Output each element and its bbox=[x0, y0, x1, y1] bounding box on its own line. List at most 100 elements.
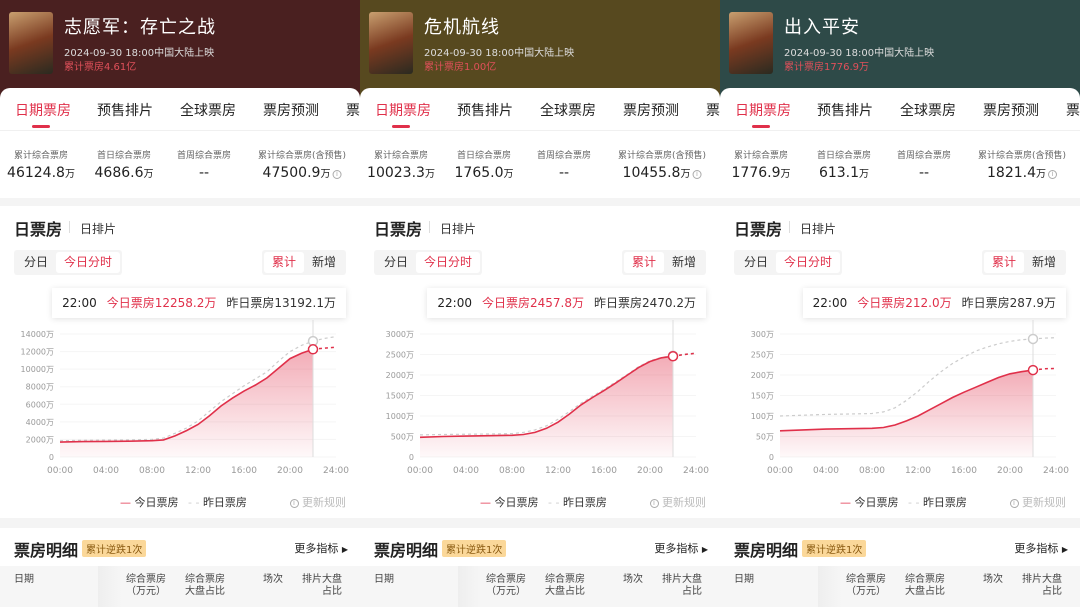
col-share[interactable]: 综合票房 大盘占比 bbox=[545, 574, 585, 598]
movie-poster[interactable] bbox=[369, 12, 413, 74]
active-tab-indicator bbox=[392, 125, 410, 128]
col-share[interactable]: 综合票房 大盘占比 bbox=[905, 574, 945, 598]
toggle-today-hourly[interactable]: 今日分时 bbox=[416, 252, 481, 273]
col-share[interactable]: 综合票房 大盘占比 bbox=[185, 574, 225, 598]
update-rule-link[interactable]: i 更新规则 bbox=[1008, 494, 1066, 510]
chart-tooltip: 22:00 今日票房2457.8万 昨日票房2470.2万 bbox=[427, 288, 706, 318]
movie-panel: 危机航线 2024-09-30 18:00中国大陆上映 累计票房1.00亿 日期… bbox=[360, 0, 720, 607]
update-rule-link[interactable]: i 更新规则 bbox=[288, 494, 346, 510]
toggle-cumulative[interactable]: 累计 bbox=[983, 252, 1024, 273]
stat-label: 累计综合票房(含预售) bbox=[257, 151, 347, 161]
hourly-chart[interactable]: 0 50万 100万 150万 200万 250万 300万 00:00 04:00 08:00 1… bbox=[720, 320, 1080, 480]
daily-schedule-link[interactable]: 日排片 bbox=[80, 222, 117, 236]
hourly-chart[interactable]: 0 500万 1000万 1500万 2000万 2500万 3000万 00:00 04:00… bbox=[360, 320, 720, 480]
y-tick-label: 2000万 bbox=[26, 435, 54, 444]
daily-schedule-link[interactable]: 日排片 bbox=[440, 222, 477, 236]
col-shows[interactable]: 场次 bbox=[263, 574, 283, 585]
yesterday-line bbox=[59, 340, 314, 442]
update-rule-link[interactable]: i 更新规则 bbox=[648, 494, 706, 510]
tab-0[interactable]: 日期票房 bbox=[375, 103, 431, 119]
tab-1[interactable]: 预售排片 bbox=[97, 103, 153, 119]
today-line bbox=[779, 369, 1034, 432]
chart-tooltip: 22:00 今日票房212.0万 昨日票房287.9万 bbox=[802, 288, 1066, 318]
more-metrics-button[interactable]: 更多指标 ▶ bbox=[654, 540, 708, 556]
movie-header bbox=[0, 0, 360, 100]
tab-3[interactable]: 票房预测 bbox=[983, 103, 1039, 119]
legend-yesterday: - - 昨日票房 bbox=[908, 496, 967, 509]
y-tick-label: 12000万 bbox=[21, 348, 54, 357]
tab-4[interactable]: 票 bbox=[1066, 103, 1080, 119]
divider bbox=[360, 198, 720, 206]
x-tick-label: 12:00 bbox=[545, 466, 571, 476]
toggle-today-hourly[interactable]: 今日分时 bbox=[56, 252, 121, 273]
info-icon: i bbox=[1009, 499, 1019, 508]
movie-panel: 志愿军：存亡之战 2024-09-30 18:00中国大陆上映 累计票房4.61… bbox=[0, 0, 360, 607]
toggle-daily[interactable]: 分日 bbox=[744, 255, 769, 269]
tab-1[interactable]: 预售排片 bbox=[457, 103, 513, 119]
col-date[interactable]: 日期 bbox=[14, 574, 34, 585]
col-box-office[interactable]: 综合票房 （万元） bbox=[124, 574, 166, 598]
tab-4[interactable]: 票 bbox=[346, 103, 360, 119]
col-shows[interactable]: 场次 bbox=[983, 574, 1003, 585]
tab-2[interactable]: 全球票房 bbox=[180, 103, 236, 119]
release-date: 2024-09-30 18:00中国大陆上映 bbox=[424, 48, 575, 59]
col-shows[interactable]: 场次 bbox=[623, 574, 643, 585]
tab-3[interactable]: 票房预测 bbox=[263, 103, 319, 119]
stat-number: 46124.8 bbox=[7, 165, 65, 181]
col-label: 大盘占比 bbox=[905, 586, 945, 597]
more-metrics-button[interactable]: 更多指标 ▶ bbox=[294, 540, 348, 556]
hourly-chart[interactable]: 0 2000万 4000万 6000万 8000万 10000万 12000万 14000万 0… bbox=[0, 320, 360, 480]
daily-schedule-link[interactable]: 日排片 bbox=[800, 222, 837, 236]
toggle-increment[interactable]: 新增 bbox=[311, 255, 336, 269]
tab-3[interactable]: 票房预测 bbox=[623, 103, 679, 119]
divider bbox=[360, 130, 720, 131]
toggle-cumulative[interactable]: 累计 bbox=[623, 252, 664, 273]
col-schedule-share[interactable]: 排片大盘 占比 bbox=[660, 574, 702, 598]
stat-label: 累计综合票房 bbox=[733, 151, 789, 161]
stat-value: 10023.3万 bbox=[367, 165, 435, 181]
tab-1[interactable]: 预售排片 bbox=[817, 103, 873, 119]
cumulative-box-office: 累计票房1.00亿 bbox=[424, 62, 497, 73]
stat-number: 1765.0 bbox=[454, 165, 504, 181]
info-icon[interactable]: i bbox=[692, 170, 702, 179]
legend-label: 昨日票房 bbox=[922, 496, 967, 509]
col-label: 大盘占比 bbox=[185, 586, 225, 597]
tab-2[interactable]: 全球票房 bbox=[900, 103, 956, 119]
stat-label: 首日综合票房 bbox=[816, 151, 872, 161]
col-date[interactable]: 日期 bbox=[374, 574, 394, 585]
y-tick-label: 150万 bbox=[751, 392, 774, 401]
movie-poster[interactable] bbox=[729, 12, 773, 74]
toggle-increment[interactable]: 新增 bbox=[671, 255, 696, 269]
movie-poster[interactable] bbox=[9, 12, 53, 74]
tooltip-time: 22:00 bbox=[812, 296, 848, 310]
y-tick-label: 4000万 bbox=[26, 418, 54, 427]
toggle-daily[interactable]: 分日 bbox=[24, 255, 49, 269]
tab-0[interactable]: 日期票房 bbox=[15, 103, 71, 119]
movie-panel: 出入平安 2024-09-30 18:00中国大陆上映 累计票房1776.9万 … bbox=[720, 0, 1080, 607]
toggle-cumulative[interactable]: 累计 bbox=[263, 252, 304, 273]
cumulative-box-office: 累计票房1776.9万 bbox=[784, 62, 869, 73]
col-box-office[interactable]: 综合票房 （万元） bbox=[484, 574, 526, 598]
tab-2[interactable]: 全球票房 bbox=[540, 103, 596, 119]
tab-4[interactable]: 票 bbox=[706, 103, 720, 119]
y-tick-label: 100万 bbox=[751, 412, 774, 421]
caret-right-icon: ▶ bbox=[701, 545, 708, 554]
table-header: 日期 综合票房 （万元） 综合票房 大盘占比 场次 排片大盘 占比 bbox=[0, 566, 360, 607]
today-area bbox=[780, 370, 1033, 457]
unit: 万 bbox=[64, 169, 75, 180]
toggle-today-hourly[interactable]: 今日分时 bbox=[776, 252, 841, 273]
col-box-office[interactable]: 综合票房 （万元） bbox=[844, 574, 886, 598]
tab-0[interactable]: 日期票房 bbox=[735, 103, 791, 119]
col-schedule-share[interactable]: 排片大盘 占比 bbox=[1020, 574, 1062, 598]
info-icon[interactable]: i bbox=[1048, 170, 1057, 179]
col-date[interactable]: 日期 bbox=[734, 574, 754, 585]
legend-today: — 今日票房 bbox=[840, 496, 899, 509]
toggle-daily[interactable]: 分日 bbox=[384, 255, 409, 269]
col-schedule-share[interactable]: 排片大盘 占比 bbox=[300, 574, 342, 598]
x-tick-label: 20:00 bbox=[637, 466, 663, 476]
toggle-increment[interactable]: 新增 bbox=[1031, 255, 1056, 269]
tooltip-today-value: 12258.2万 bbox=[154, 296, 217, 310]
info-icon[interactable]: i bbox=[332, 170, 342, 179]
release-date: 2024-09-30 18:00中国大陆上映 bbox=[64, 48, 215, 59]
more-metrics-button[interactable]: 更多指标 ▶ bbox=[1014, 540, 1068, 556]
